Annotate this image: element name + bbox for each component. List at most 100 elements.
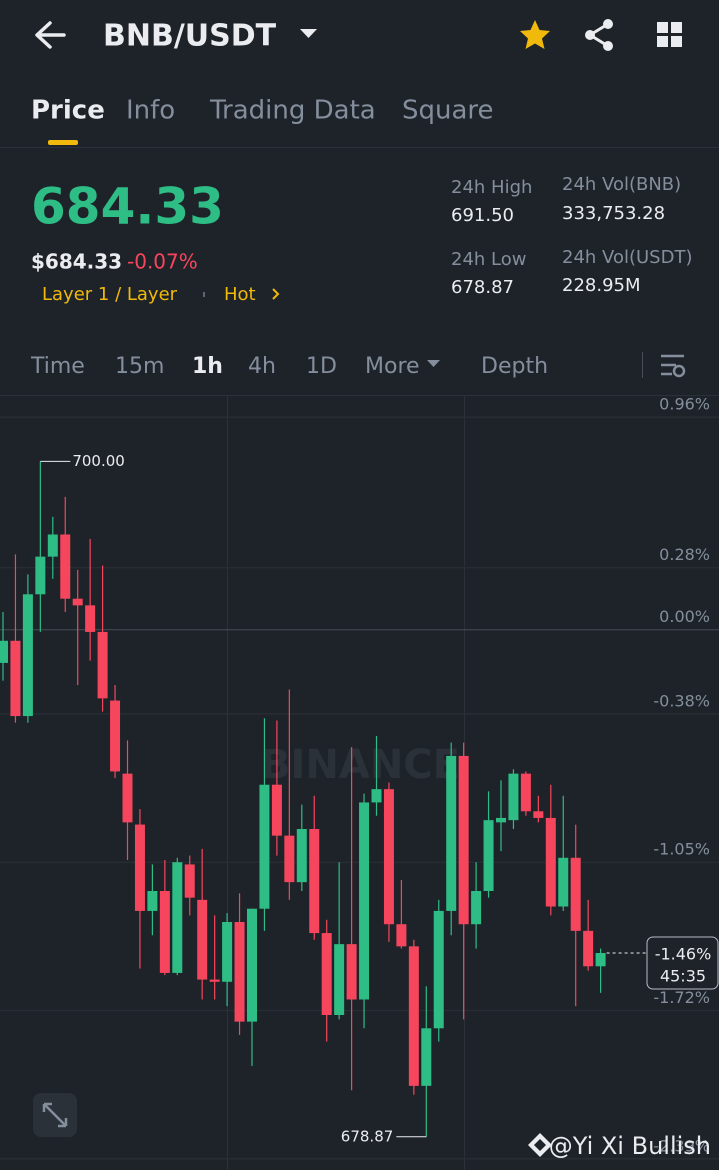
current-price-box: [646, 936, 719, 990]
y-tick-label: 0.96%: [659, 395, 710, 414]
tab[interactable]: Square: [402, 96, 494, 126]
candle-body: [172, 862, 183, 973]
candle-body: [595, 953, 606, 967]
pair-title[interactable]: BNB/USDT: [103, 19, 277, 54]
tab-indicator: [48, 140, 78, 145]
favorite-star[interactable]: [520, 20, 550, 49]
candle-body: [10, 640, 21, 717]
candle-body: [47, 534, 58, 557]
interval[interactable]: More: [365, 354, 420, 379]
v-grid-line: [227, 396, 228, 1170]
candle-body: [433, 910, 444, 1029]
tab[interactable]: Trading Data: [209, 96, 376, 126]
candle-body: [22, 594, 33, 717]
back-button[interactable]: [35, 21, 66, 49]
candle-body: [396, 924, 407, 947]
candle-body: [583, 930, 594, 967]
interval[interactable]: 1h: [192, 354, 223, 379]
candle-body: [309, 829, 320, 934]
candle-body: [271, 784, 282, 836]
min-label: 678.87: [341, 1127, 394, 1145]
share-button[interactable]: [585, 19, 613, 51]
y-tick-label: -1.72%: [653, 988, 710, 1007]
tag-separator: [203, 292, 205, 297]
fullscreen-icon: [42, 1102, 68, 1128]
interval[interactable]: Time: [30, 354, 85, 379]
candle-body: [334, 944, 345, 1015]
candle-body: [72, 598, 83, 606]
candle-body: [184, 864, 195, 898]
stat-value: 678.87: [451, 277, 514, 298]
candle-body: [533, 811, 544, 818]
candle-body: [520, 773, 531, 812]
candle-body: [110, 700, 121, 772]
candle-body: [222, 922, 233, 982]
tab[interactable]: Info: [126, 96, 175, 126]
candle-body: [296, 829, 307, 883]
candle-body: [159, 891, 170, 973]
candle-body: [446, 755, 457, 911]
tab[interactable]: Price: [31, 96, 105, 126]
candle-body: [421, 1028, 432, 1086]
candle-body: [558, 857, 569, 907]
candle-body: [408, 946, 419, 1086]
settings-gear: [672, 364, 686, 378]
candle-body: [60, 534, 71, 599]
candle-body: [471, 891, 482, 925]
fullscreen-button[interactable]: [33, 1093, 77, 1137]
interval[interactable]: 4h: [248, 354, 276, 379]
interval[interactable]: Depth: [481, 354, 548, 379]
divider: [0, 395, 719, 396]
separator: [642, 352, 643, 378]
menu-square: [657, 36, 668, 47]
last-price: 684.33: [31, 178, 224, 236]
candle-body: [134, 824, 145, 911]
candle-body: [0, 640, 8, 663]
candle-body: [259, 784, 270, 909]
divider: [0, 147, 719, 148]
candle-body: [284, 835, 295, 883]
grid-menu[interactable]: [657, 22, 682, 47]
usd-price: $684.33: [31, 250, 122, 274]
candle-body: [483, 820, 494, 891]
candle-body: [346, 944, 357, 1000]
share-lines: [587, 22, 609, 48]
candle-body: [35, 556, 46, 595]
category-tag[interactable]: Layer 1 / Layer: [42, 284, 178, 305]
interval[interactable]: 1D: [306, 354, 337, 379]
credit-logo: [528, 1133, 552, 1157]
y-tick-label: 0.28%: [659, 545, 710, 564]
candle-body: [496, 817, 506, 823]
interval[interactable]: 15m: [115, 354, 164, 379]
candle-body: [359, 802, 370, 1000]
candle-body: [97, 631, 108, 699]
candle-body: [122, 773, 133, 823]
stat-label: 24h Vol(USDT): [562, 247, 692, 268]
menu-square: [657, 22, 668, 33]
candle-body: [383, 789, 394, 925]
candle-body: [545, 817, 556, 907]
candle-body: [321, 933, 332, 1015]
chart-settings[interactable]: [661, 354, 686, 378]
stat-label: 24h Vol(BNB): [562, 174, 681, 195]
settings-lines: [661, 354, 684, 376]
stat-label: 24h Low: [451, 249, 526, 270]
pair-dropdown[interactable]: [300, 29, 317, 38]
menu-square: [671, 36, 682, 47]
candle-body: [209, 979, 220, 982]
candle-body: [147, 891, 158, 911]
price-change: -0.07%: [127, 250, 198, 274]
candle-body: [508, 773, 519, 821]
menu-square: [671, 22, 682, 33]
candle-body: [234, 922, 245, 1022]
credit: @Yi Xi Bullish: [549, 1132, 711, 1160]
stat-value: 691.50: [451, 205, 514, 226]
candlestick-chart: 0.96% 0.28% 0.00% -0.38% -1.05% -1.72% -2.39% 7…: [0, 395, 719, 1160]
more-caret: [427, 360, 440, 367]
candle-body: [247, 908, 257, 1022]
max-label: 700.00: [72, 452, 125, 470]
stat-value: 333,753.28: [562, 203, 665, 224]
hot-tag[interactable]: Hot: [224, 284, 256, 305]
